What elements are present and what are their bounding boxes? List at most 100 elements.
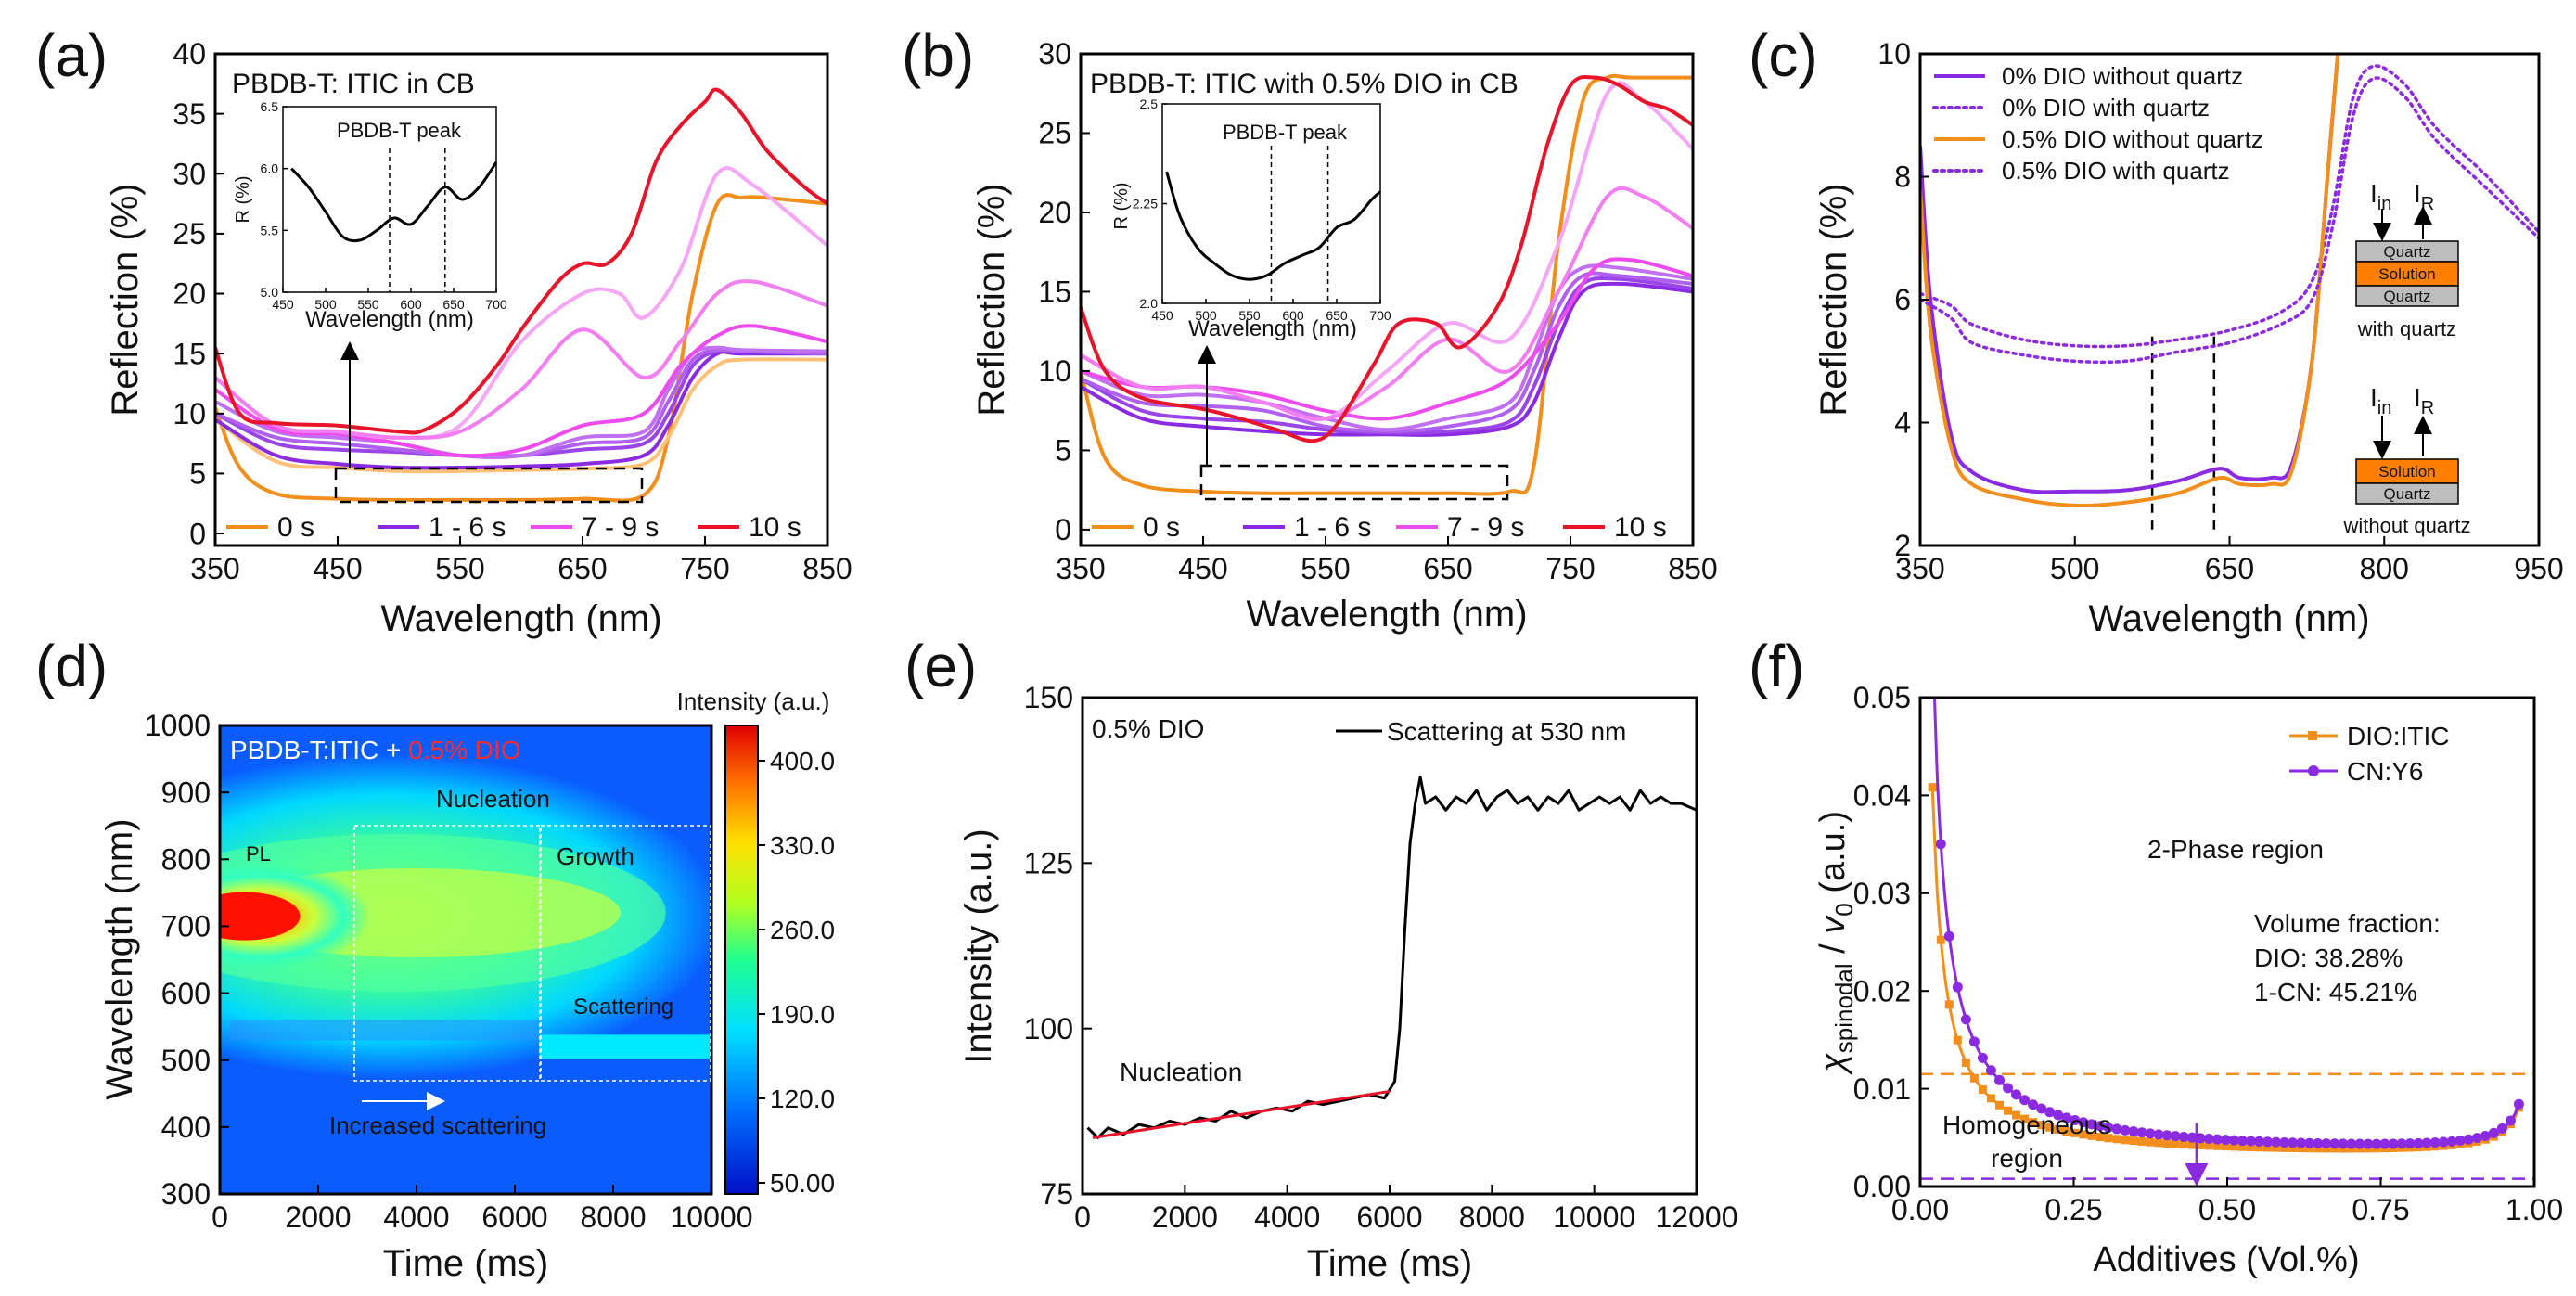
x-tick-label: 2000 <box>1152 1200 1218 1234</box>
spinodal-marker <box>2154 1138 2163 1148</box>
panel-c-plot <box>1920 54 2539 533</box>
series-line-4 <box>215 347 827 459</box>
spinodal-marker <box>2304 1137 2315 1148</box>
spinodal-marker <box>2028 1099 2039 1110</box>
y-tick-label: 0.03 <box>1853 877 1911 910</box>
legend-label: 1 - 6 s <box>429 512 506 543</box>
panel-e-frame <box>1081 696 1698 1196</box>
panel-e-annotation: Nucleation <box>1120 1058 1242 1086</box>
y-tick-label: 10 <box>1878 37 1911 71</box>
x-tick-label: 450 <box>313 552 362 585</box>
spinodal-marker <box>2379 1138 2390 1149</box>
spinodal-marker <box>2279 1136 2290 1148</box>
schematic-iin-label: Iin <box>2370 179 2391 214</box>
spinodal-marker <box>2396 1138 2407 1149</box>
colorbar <box>724 725 759 1195</box>
spinodal-marker <box>2129 1136 2138 1146</box>
panel-e-plot <box>1086 776 1697 1139</box>
colorbar-tick-label: 50.00 <box>770 1169 835 1198</box>
series-line-6 <box>215 324 827 458</box>
panel-f-legend: DIO:ITIC CN:Y6 <box>2289 722 2449 786</box>
quartz-layer-2 <box>2355 482 2459 505</box>
colorbar-tick-label: 330.0 <box>770 831 835 860</box>
x-tick-label: 450 <box>1178 552 1227 585</box>
spinodal-marker <box>2103 1122 2114 1133</box>
x-tick-label: 850 <box>802 552 852 585</box>
spinodal-marker <box>2054 1125 2063 1135</box>
x-tick-label: 350 <box>1056 552 1105 585</box>
spinodal-marker <box>2136 1127 2147 1138</box>
panel-label-b: (b) <box>902 22 974 89</box>
panel-b-highlight-box <box>1199 464 1509 501</box>
legend-marker <box>2308 765 2319 776</box>
x-tick-label: 350 <box>1895 552 1944 585</box>
spinodal-marker <box>2496 1123 2507 1134</box>
spinodal-marker <box>2070 1128 2080 1137</box>
scatter-band <box>539 1034 711 1059</box>
y-tick-label: 10 <box>173 397 206 430</box>
spinodal-marker <box>1993 1074 2005 1085</box>
y-tick-label: 10 <box>1038 354 1071 388</box>
series-line-1-6s <box>215 345 827 460</box>
spinodal-marker <box>1968 1036 1980 1047</box>
y-tick-label: 150 <box>1024 681 1073 714</box>
panel-b: 350 450 550 650 750 850 0 5 10 15 20 25 30 PBDB-T: I… <box>971 37 1718 635</box>
y-tick-label: 6 <box>1894 283 1911 316</box>
series-line-1 <box>1920 64 2539 349</box>
increased-scattering-label: Increased scattering <box>329 1111 546 1139</box>
spinodal-marker <box>2111 1123 2122 1135</box>
series-line-0s <box>1081 73 1693 496</box>
schematic-ir-label: IR <box>2414 179 2434 214</box>
y-tick-label: 0.01 <box>1853 1072 1911 1106</box>
without-quartz-label: without quartz <box>2343 514 2471 537</box>
panel-f-plot <box>1920 698 2534 1187</box>
y-tick-label: 40 <box>173 37 206 71</box>
panel-a-legend: 0 s 1 - 6 s 7 - 9 s 10 s <box>226 512 801 543</box>
panel-b-inset-plot: 450 500 550 600 650 700 2.0 2.25 2.5 <box>1133 96 1391 323</box>
x-tick-label: 750 <box>680 552 729 585</box>
y-tick-label: 20 <box>1038 196 1071 229</box>
panel-a-title: PBDB-T: ITIC in CB <box>232 69 475 99</box>
panel-f-xlabel: Additives (Vol.%) <box>2093 1240 2359 1279</box>
spinodal-marker <box>2112 1135 2121 1144</box>
x-tick-label: 8000 <box>580 1200 646 1234</box>
spinodal-marker <box>2313 1137 2324 1148</box>
panel-a-highlight-box <box>334 467 644 504</box>
spinodal-marker <box>2161 1130 2172 1141</box>
pl-peak-core <box>220 892 301 941</box>
spinodal-marker <box>1994 1100 2004 1110</box>
inset-reflection-line <box>1165 171 1381 281</box>
x-tick-label: 950 <box>2514 552 2563 585</box>
spinodal-marker <box>2297 1144 2306 1153</box>
legend-label: 0% DIO without quartz <box>2002 62 2243 90</box>
inset-y-tick-label: 2.0 <box>1140 296 1159 311</box>
legend-label: 0 s <box>1143 512 1180 543</box>
growth-label: Growth <box>557 842 634 870</box>
series-line-7 <box>1081 186 1693 421</box>
spinodal-marker <box>2121 1136 2130 1145</box>
panel-b-inset: 450 500 550 600 650 700 2.0 2.25 2.5 PBDB-T peak… <box>1111 96 1391 341</box>
inset-x-tick-label: 450 <box>272 297 294 312</box>
inset-x-tick-label: 650 <box>1326 308 1348 323</box>
spinodal-marker <box>2321 1138 2332 1149</box>
legend-label: 1 - 6 s <box>1294 512 1371 543</box>
series-line-10s <box>215 87 827 435</box>
spinodal-marker <box>2220 1135 2231 1146</box>
panel-a-axes: 350 450 550 650 750 850 0 5 10 15 20 25 30 35 40 <box>173 37 852 585</box>
y-tick-label: 15 <box>173 337 206 370</box>
legend-label: 7 - 9 s <box>582 512 659 543</box>
two-phase-label: 2-Phase region <box>2147 835 2324 864</box>
spinodal-marker <box>2153 1129 2164 1140</box>
legend-label: CN:Y6 <box>2347 757 2423 786</box>
spinodal-marker <box>2086 1119 2097 1130</box>
spinodal-marker <box>2170 1131 2181 1142</box>
y-tick-label: 0.04 <box>1853 779 1911 813</box>
spinodal-marker <box>2413 1137 2424 1148</box>
spinodal-marker <box>2120 1124 2131 1136</box>
panel-b-plot <box>1081 73 1693 496</box>
x-tick-label: 0 <box>211 1200 228 1234</box>
spinodal-marker <box>2463 1134 2474 1145</box>
nucleation-fit-line <box>1092 1089 1391 1139</box>
x-tick-label: 1.00 <box>2506 1193 2563 1226</box>
spinodal-marker <box>2004 1106 2013 1115</box>
